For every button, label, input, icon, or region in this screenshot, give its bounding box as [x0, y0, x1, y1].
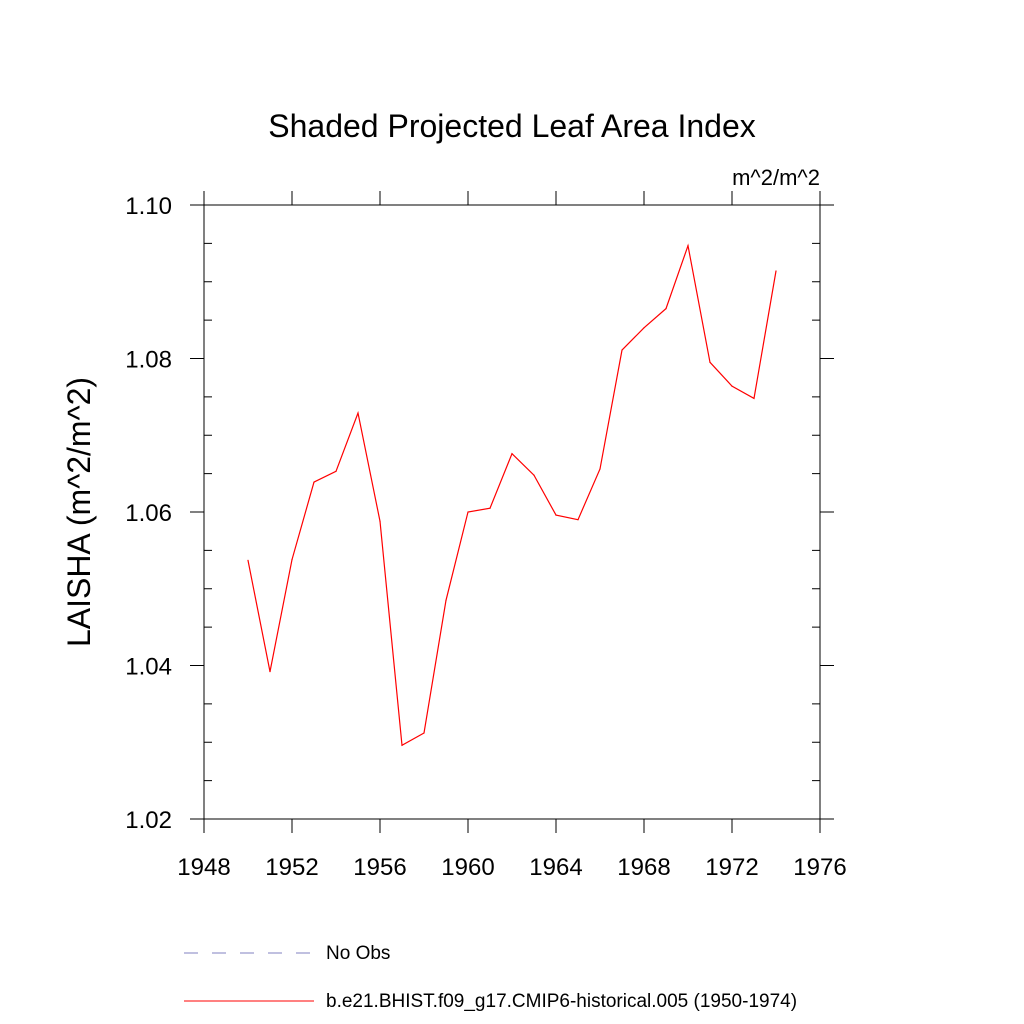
data-point	[401, 744, 403, 746]
data-point	[313, 481, 315, 483]
data-point	[291, 558, 293, 561]
data-point	[665, 308, 667, 310]
data-point	[269, 671, 271, 673]
y-tick-label: 1.10	[125, 193, 172, 220]
data-point	[335, 470, 337, 472]
x-tick-label: 1948	[177, 854, 230, 881]
data-point	[445, 599, 447, 601]
data-point	[643, 327, 645, 329]
data-point	[489, 507, 491, 509]
data-point	[775, 270, 777, 272]
data-point	[621, 349, 623, 351]
data-point	[753, 397, 755, 400]
plot-frame	[203, 204, 821, 820]
data-point	[379, 520, 381, 522]
x-tick-label: 1976	[793, 854, 846, 881]
data-point	[511, 453, 513, 455]
units-label: m^2/m^2	[732, 165, 820, 190]
chart-title: Shaded Projected Leaf Area Index	[268, 108, 755, 144]
legend-label-model: b.e21.BHIST.f09_g17.CMIP6-historical.005…	[326, 991, 797, 1012]
data-point	[687, 245, 689, 247]
data-point	[599, 468, 601, 470]
x-tick-label: 1964	[529, 854, 582, 881]
data-point	[709, 361, 711, 363]
y-tick-labels: 1.02 1.04 1.06 1.08 1.10	[125, 193, 172, 834]
x-tick-label: 1960	[441, 854, 494, 881]
data-point	[467, 511, 469, 513]
legend: No Obs b.e21.BHIST.f09_g17.CMIP6-histori…	[184, 943, 797, 1012]
data-series	[247, 243, 777, 747]
data-point	[533, 474, 535, 476]
x-tick-label: 1952	[265, 854, 318, 881]
y-axis-title: LAISHA (m^2/m^2)	[61, 377, 97, 647]
y-tick-label: 1.06	[125, 500, 172, 527]
x-tick-label: 1968	[617, 854, 670, 881]
y-tick-label: 1.02	[125, 807, 172, 834]
data-point	[357, 412, 359, 414]
y-tick-label: 1.08	[125, 347, 172, 374]
data-point	[577, 519, 579, 521]
axis-ticks	[190, 191, 834, 833]
data-point	[247, 559, 249, 561]
data-point	[423, 732, 425, 734]
x-tick-labels: 1948 1952 1956 1960 1964 1968 1972 1976	[177, 854, 846, 881]
data-point	[555, 514, 557, 516]
x-tick-label: 1972	[705, 854, 758, 881]
x-tick-label: 1956	[353, 854, 406, 881]
series-line-0	[247, 243, 777, 747]
y-tick-label: 1.04	[125, 654, 172, 681]
data-point	[731, 385, 733, 387]
legend-label-no-obs: No Obs	[326, 943, 390, 964]
